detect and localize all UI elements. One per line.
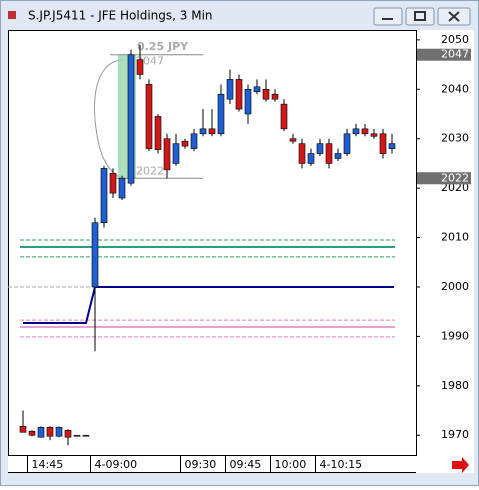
window-controls[interactable] [373, 7, 471, 26]
measure-low-label: 2022 [136, 164, 164, 177]
candle-body [307, 153, 315, 164]
axis-price-box [417, 172, 471, 185]
y-tick-label: 1980 [441, 379, 469, 392]
candle-body [217, 93, 225, 135]
price-level-line [23, 285, 394, 325]
plot-area [8, 30, 417, 456]
y-tick-label: 2020 [441, 181, 469, 194]
candle-body [352, 128, 360, 135]
candle-body [298, 143, 306, 164]
axis-price-label: 2047 [441, 48, 469, 61]
candle-body [271, 93, 279, 100]
candle-body [190, 133, 198, 149]
candle-body [235, 79, 243, 110]
candle-body [46, 427, 54, 437]
candle-body [100, 168, 108, 224]
candle-body [109, 173, 117, 194]
candle-body [280, 103, 288, 130]
candle-body [163, 138, 171, 171]
y-tick-label: 1990 [441, 329, 469, 342]
candle-body [208, 128, 216, 135]
candle-body [343, 133, 351, 154]
candle-body [82, 434, 90, 437]
maximize-button[interactable] [405, 7, 435, 26]
candle-body [55, 427, 63, 437]
candle-body [154, 116, 162, 150]
candle-body [136, 59, 144, 75]
candle-body [388, 143, 396, 149]
candle-body [73, 434, 81, 437]
candle-body [379, 133, 387, 154]
close-icon [448, 11, 460, 22]
x-tick-label: 14:45 [32, 458, 64, 471]
candle-body [316, 143, 324, 154]
y-tick-label: 2050 [441, 33, 469, 46]
candle-body [253, 86, 261, 93]
candle-body [370, 133, 378, 137]
candle-body [361, 128, 369, 135]
candle-body [28, 430, 36, 436]
y-tick-label: 2000 [441, 280, 469, 293]
candle-body [145, 84, 153, 149]
candle-body [244, 89, 252, 115]
measure-arc [94, 59, 125, 181]
candle-body [289, 138, 297, 142]
y-tick-label: 1970 [441, 428, 469, 441]
maximize-icon [414, 11, 426, 21]
axis-price-label: 2022 [441, 171, 469, 184]
candle-body [199, 128, 207, 135]
y-tick-label: 2010 [441, 231, 469, 244]
candle-body [172, 143, 180, 164]
candle-body [37, 427, 45, 438]
candle-body [118, 177, 126, 199]
y-tick-label: 2040 [441, 82, 469, 95]
window-title: S.JP.J5411 - JFE Holdings, 3 Min [28, 9, 213, 23]
x-tick-label: 4-10:15 [320, 458, 363, 471]
x-tick-label: 09:45 [230, 458, 262, 471]
candle-body [325, 143, 333, 164]
candle-body [181, 140, 189, 147]
candle-body [226, 79, 234, 100]
x-tick-label: 10:00 [275, 458, 307, 471]
candle-body [91, 222, 99, 288]
measure-label: 0.25 JPY [137, 40, 189, 53]
scroll-arrow[interactable] [452, 457, 469, 473]
x-tick-label: 09:30 [185, 458, 217, 471]
y-tick-label: 2030 [441, 132, 469, 145]
candle-body [64, 429, 72, 438]
candle-body [19, 426, 27, 433]
axis-price-box [417, 48, 471, 61]
app-icon [8, 11, 16, 19]
x-tick-label: 4-09:00 [95, 458, 138, 471]
candle-body [334, 153, 342, 159]
candle-body [262, 89, 270, 100]
candle-body [127, 54, 135, 184]
minimize-button[interactable] [373, 7, 403, 26]
